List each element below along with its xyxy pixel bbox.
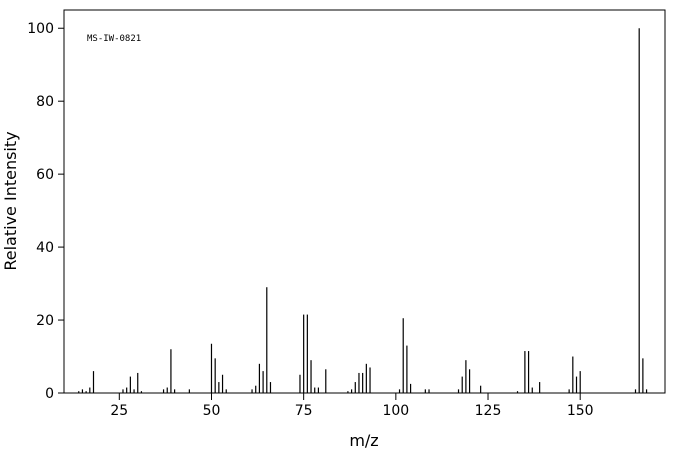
y-tick-label: 80 <box>36 94 54 110</box>
y-tick-label: 0 <box>45 386 54 402</box>
y-tick-label: 20 <box>36 313 54 329</box>
x-tick-label: 50 <box>203 403 221 419</box>
x-tick-label: 25 <box>110 403 128 419</box>
y-tick-label: 60 <box>36 167 54 183</box>
plot-frame <box>63 9 666 394</box>
y-axis-label: Relative Intensity <box>1 131 20 270</box>
x-tick-label: 100 <box>382 403 409 419</box>
x-tick-label: 150 <box>567 403 594 419</box>
x-tick-label: 75 <box>295 403 313 419</box>
y-tick-label: 100 <box>27 21 54 37</box>
x-axis-label: m/z <box>349 431 378 450</box>
y-tick-label: 40 <box>36 240 54 256</box>
x-tick-label: 125 <box>475 403 502 419</box>
annotation: MS-IW-0821 <box>87 34 141 44</box>
